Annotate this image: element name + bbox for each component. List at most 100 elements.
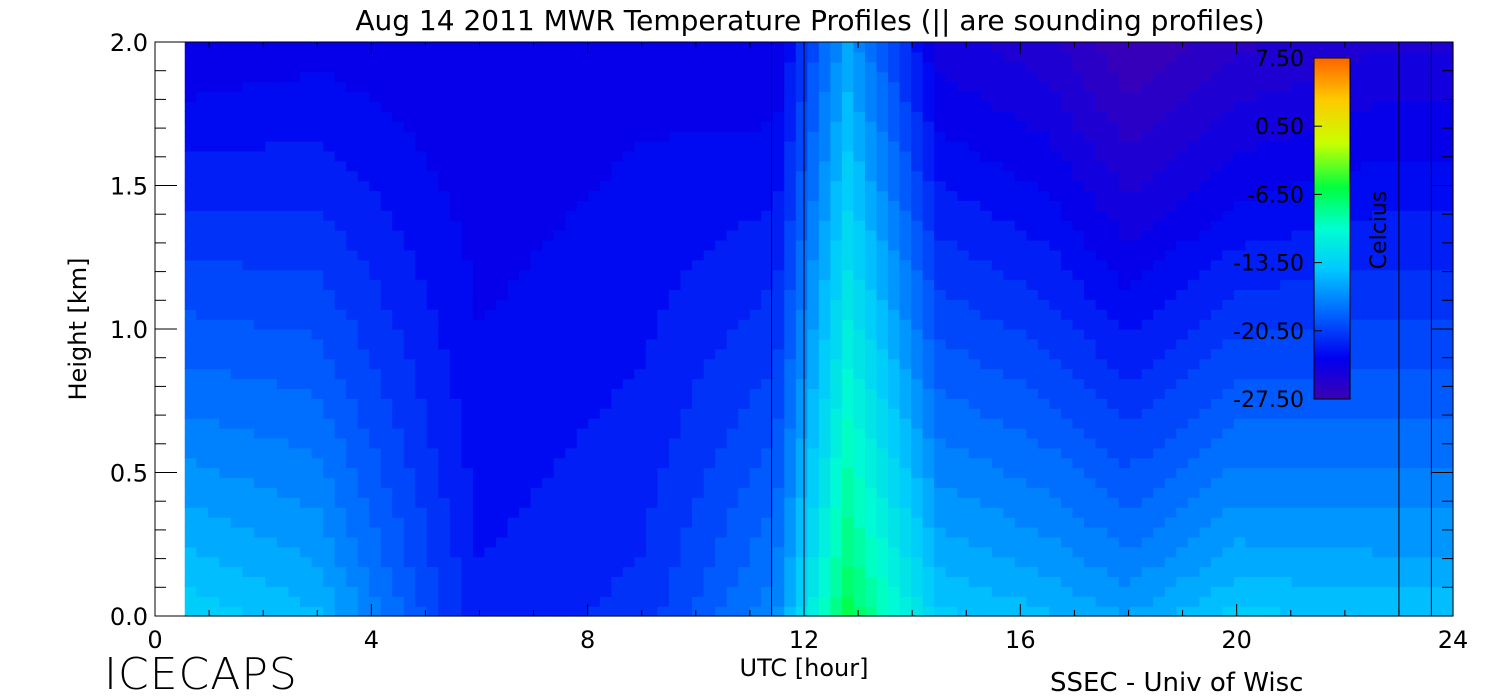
field-cell [253, 398, 267, 409]
field-cell [1026, 259, 1039, 271]
field-cell [496, 427, 509, 439]
field-cell [864, 279, 878, 291]
field-cell [611, 180, 624, 192]
field-cell [230, 279, 243, 291]
field-cell [715, 111, 728, 122]
field-cell [1037, 299, 1051, 310]
field-cell [795, 596, 808, 607]
field-cell [703, 239, 716, 251]
field-cell [507, 111, 520, 122]
field-cell [184, 180, 197, 192]
field-cell [438, 190, 451, 201]
field-cell [749, 289, 762, 300]
field-cell [680, 51, 693, 63]
field-cell [184, 121, 197, 132]
field-cell [507, 71, 520, 83]
field-cell [323, 348, 336, 360]
field-cell [864, 447, 878, 459]
field-cell [1014, 180, 1028, 192]
field-cell [1072, 596, 1085, 607]
field-cell [507, 299, 520, 310]
field-cell [1072, 309, 1085, 320]
field-cell [484, 61, 497, 73]
field-cell [484, 210, 497, 221]
field-cell [899, 230, 912, 241]
field-cell [438, 566, 451, 578]
field-cell [392, 91, 405, 102]
field-cell [841, 210, 855, 221]
field-cell [668, 358, 682, 370]
field-cell [1164, 497, 1177, 508]
field-cell [1107, 526, 1120, 538]
field-cell [461, 210, 474, 221]
field-cell [899, 586, 912, 597]
field-cell [588, 586, 601, 597]
field-cell [542, 239, 555, 251]
field-cell [1130, 81, 1143, 93]
field-cell [311, 437, 324, 449]
field-cell [1084, 42, 1097, 53]
field-cell [219, 477, 232, 488]
field-cell [749, 606, 762, 617]
field-cell [288, 259, 301, 271]
field-cell [519, 111, 532, 122]
field-cell [957, 230, 970, 241]
field-cell [300, 606, 313, 617]
field-cell [357, 42, 370, 53]
field-cell [761, 526, 774, 538]
field-cell [1130, 180, 1143, 192]
field-cell [334, 596, 347, 607]
field-cell [415, 576, 428, 587]
field-cell [380, 418, 393, 429]
field-cell [196, 338, 209, 350]
field-cell [634, 408, 647, 419]
field-cell [1014, 487, 1028, 498]
field-cell [864, 368, 878, 380]
field-cell [703, 408, 716, 419]
field-cell [392, 160, 405, 172]
field-cell [530, 289, 543, 300]
field-cell [403, 269, 416, 281]
field-cell [922, 477, 935, 488]
field-cell [253, 606, 267, 617]
field-cell [392, 477, 405, 488]
field-cell [1084, 230, 1097, 241]
field-cell [1003, 230, 1016, 241]
field-cell [680, 101, 693, 112]
field-cell [1003, 200, 1016, 211]
field-cell [1095, 170, 1108, 182]
field-cell [449, 160, 463, 172]
field-cell [392, 121, 405, 132]
field-cell [622, 546, 635, 558]
field-cell [415, 239, 428, 251]
field-cell [369, 566, 382, 578]
field-cell [657, 279, 670, 291]
field-cell [461, 180, 474, 192]
field-cell [588, 230, 601, 241]
field-cell [588, 447, 601, 459]
field-cell [565, 170, 578, 182]
field-cell [749, 338, 762, 350]
field-cell [761, 150, 774, 162]
field-cell [1095, 388, 1108, 399]
field-cell [611, 61, 624, 73]
field-cell [230, 42, 243, 53]
field-cell [461, 596, 474, 607]
field-cell [991, 427, 1004, 439]
field-cell [726, 210, 739, 221]
field-cell [323, 368, 336, 380]
field-cell [726, 329, 739, 340]
field-cell [738, 309, 751, 320]
field-cell [1014, 200, 1028, 211]
field-cell [207, 190, 220, 201]
field-cell [911, 220, 924, 231]
field-cell [461, 51, 474, 63]
field-cell [392, 517, 405, 528]
field-cell [369, 606, 382, 617]
field-cell [461, 467, 474, 479]
field-cell [449, 536, 463, 548]
field-cell [323, 170, 336, 182]
field-cell [288, 51, 301, 63]
field-cell [1049, 190, 1062, 201]
field-cell [1003, 378, 1016, 389]
